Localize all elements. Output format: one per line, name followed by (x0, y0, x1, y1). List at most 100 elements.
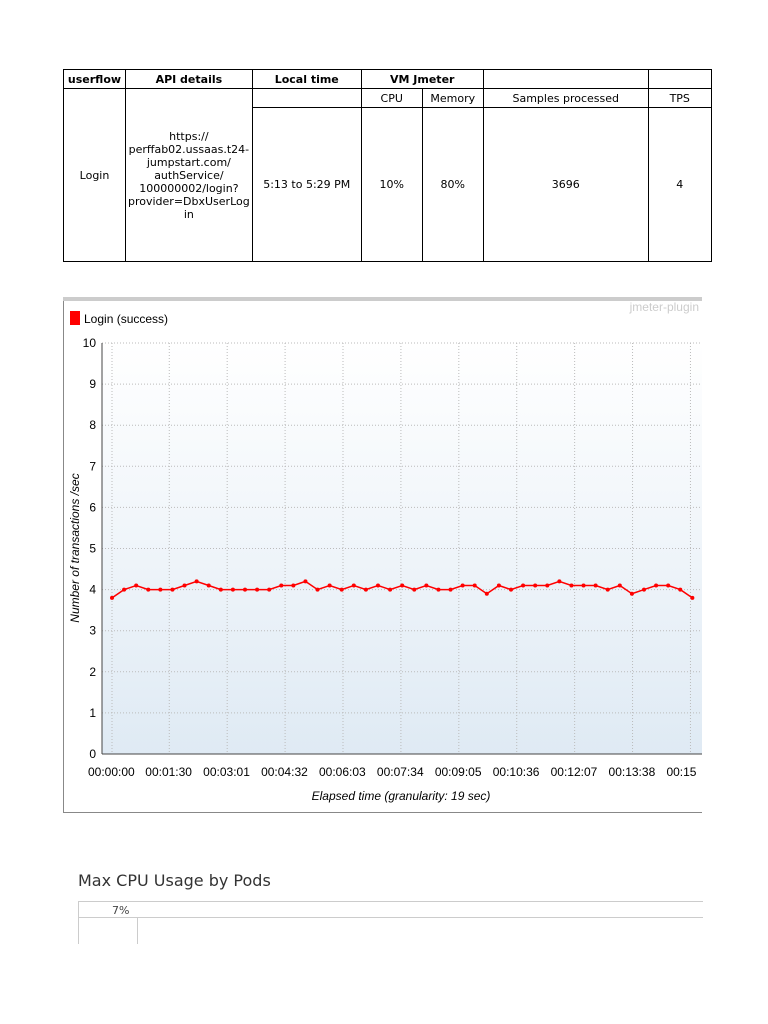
section-frame (78, 901, 703, 944)
cell: 5:13 to 5:29 PM (251, 107, 362, 262)
point (448, 587, 453, 592)
point (593, 583, 598, 588)
x-axis-label: Elapsed time (granularity: 19 sec) (312, 789, 491, 803)
point (134, 583, 139, 588)
cell: 80% (421, 107, 484, 262)
x-tick-label: 00:09:05 (435, 765, 482, 779)
x-tick-label: 00:03:01 (203, 765, 250, 779)
url-line: authService/ (154, 168, 224, 182)
header-cell: VM Jmeter (360, 69, 484, 89)
point (363, 587, 368, 592)
point (484, 591, 489, 596)
point (170, 587, 175, 592)
point (460, 583, 465, 588)
point (267, 587, 272, 592)
point (690, 595, 695, 600)
subheader-cell: Memory (421, 88, 484, 108)
point (617, 583, 622, 588)
url-line: in (183, 207, 194, 221)
point (400, 583, 405, 588)
y-tick-label: 4 (89, 583, 96, 597)
subheader-cell: CPU (360, 88, 423, 108)
url-line: jumpstart.com/ (146, 155, 231, 169)
y-tick-label: 6 (89, 500, 96, 514)
y-tick-label: 3 (89, 624, 96, 638)
frame-top (63, 297, 702, 301)
point (218, 587, 223, 592)
point (424, 583, 429, 588)
subheader-cell: TPS (647, 88, 712, 108)
y-tick-label: 10 (83, 336, 97, 350)
url-line: https:// (169, 129, 209, 143)
x-tick-label: 00:12:07 (551, 765, 598, 779)
x-tick-label: 00:15 (666, 765, 696, 779)
header-cell: API details (125, 69, 253, 89)
point (557, 579, 562, 584)
cell: 4 (647, 107, 712, 262)
point (110, 595, 114, 600)
y-tick-label: 0 (89, 747, 96, 761)
subheader-cell: Samples processed (482, 88, 649, 108)
point (629, 591, 634, 596)
point (412, 587, 417, 592)
point (605, 587, 610, 592)
point (327, 583, 332, 588)
point (388, 587, 393, 592)
point (545, 583, 550, 588)
y-axis-label: Number of transactions /sec (68, 473, 82, 622)
x-tick-label: 00:07:34 (377, 765, 424, 779)
point (303, 579, 308, 584)
x-tick-label: 00:00:00 (88, 765, 135, 779)
cell (251, 88, 362, 108)
y-tick-label: 1 (89, 706, 96, 720)
cell: Login (63, 88, 126, 262)
point (351, 583, 356, 588)
cell: 10% (360, 107, 423, 262)
url-line: 100000002/login? (139, 181, 239, 195)
point (146, 587, 151, 592)
point (472, 583, 477, 588)
section-title: Max CPU Usage by Pods (78, 871, 271, 890)
point (509, 587, 513, 592)
watermark: jmeter-plugin (629, 300, 699, 314)
point (376, 583, 380, 588)
point (122, 587, 127, 592)
point (339, 587, 344, 592)
point (654, 583, 659, 588)
point (496, 583, 501, 588)
point (436, 587, 441, 592)
section-value: 7% (112, 904, 130, 917)
point (182, 583, 187, 588)
point (206, 583, 211, 588)
cell: https:// perffab02.ussaas.t24- jumpstart… (125, 88, 253, 262)
y-tick-label: 2 (89, 665, 96, 679)
header-cell (482, 69, 649, 89)
point (158, 587, 163, 592)
cell: 3696 (482, 107, 649, 262)
x-tick-label: 00:06:03 (319, 765, 366, 779)
y-tick-label: 9 (89, 377, 96, 391)
x-tick-label: 00:10:36 (493, 765, 540, 779)
url-line: provider=DbxUserLog (128, 194, 250, 208)
x-tick-label: 00:13:38 (609, 765, 656, 779)
point (194, 579, 199, 584)
results-table: userflow API details Local time VM Jmete… (63, 69, 712, 262)
y-tick-label: 5 (89, 542, 96, 556)
point (521, 583, 526, 588)
point (255, 587, 260, 592)
point (315, 587, 320, 592)
point (291, 583, 296, 588)
legend-label: Login (success) (84, 312, 168, 326)
header-cell (647, 69, 712, 89)
point (230, 587, 235, 592)
point (533, 583, 538, 588)
point (581, 583, 586, 588)
chart: jmeter-plugin Number of transactions /se… (63, 297, 702, 813)
point (642, 587, 646, 592)
point (666, 583, 671, 588)
y-tick-label: 7 (89, 459, 96, 473)
y-tick-label: 8 (89, 418, 96, 432)
header-cell: userflow (63, 69, 126, 89)
x-tick-label: 00:01:30 (145, 765, 192, 779)
